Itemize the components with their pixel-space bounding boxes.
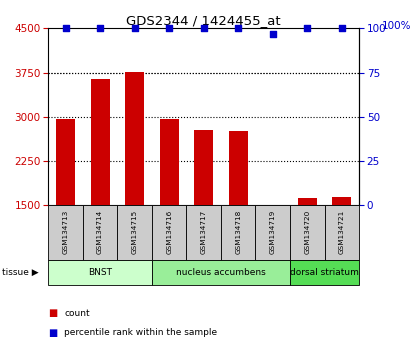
- Bar: [290, 260, 359, 285]
- Text: GSM134713: GSM134713: [63, 210, 68, 254]
- Bar: [125, 72, 144, 205]
- Bar: [186, 205, 221, 260]
- Bar: [160, 119, 178, 205]
- Text: BNST: BNST: [88, 268, 112, 277]
- Text: GSM134720: GSM134720: [304, 210, 310, 254]
- Text: GSM134716: GSM134716: [166, 210, 172, 254]
- Bar: [298, 198, 317, 205]
- Text: percentile rank within the sample: percentile rank within the sample: [64, 328, 218, 337]
- Point: [131, 25, 138, 31]
- Bar: [229, 131, 248, 205]
- Text: GSM134717: GSM134717: [201, 210, 207, 254]
- Text: tissue ▶: tissue ▶: [2, 268, 39, 277]
- Point: [235, 25, 242, 31]
- Text: dorsal striatum: dorsal striatum: [290, 268, 359, 277]
- Bar: [255, 205, 290, 260]
- Text: ■: ■: [48, 328, 58, 338]
- Text: GSM134719: GSM134719: [270, 210, 276, 254]
- Point: [62, 25, 69, 31]
- Bar: [48, 260, 152, 285]
- Bar: [117, 205, 152, 260]
- Point: [166, 25, 173, 31]
- Bar: [332, 197, 351, 205]
- Bar: [325, 205, 359, 260]
- Text: ■: ■: [48, 308, 58, 318]
- Point: [339, 25, 345, 31]
- Text: GSM134714: GSM134714: [97, 210, 103, 254]
- Point: [304, 25, 311, 31]
- Y-axis label: 100%: 100%: [382, 21, 411, 31]
- Title: GDS2344 / 1424455_at: GDS2344 / 1424455_at: [126, 14, 281, 27]
- Bar: [221, 205, 255, 260]
- Point: [200, 25, 207, 31]
- Bar: [83, 205, 117, 260]
- Bar: [194, 130, 213, 205]
- Text: GSM134715: GSM134715: [131, 210, 138, 254]
- Bar: [56, 119, 75, 205]
- Text: GSM134721: GSM134721: [339, 210, 345, 254]
- Text: nucleus accumbens: nucleus accumbens: [176, 268, 266, 277]
- Point: [97, 25, 103, 31]
- Bar: [152, 260, 290, 285]
- Bar: [290, 205, 325, 260]
- Bar: [91, 79, 110, 205]
- Text: count: count: [64, 309, 90, 318]
- Text: GSM134718: GSM134718: [235, 210, 241, 254]
- Point: [269, 31, 276, 36]
- Bar: [152, 205, 186, 260]
- Bar: [48, 205, 83, 260]
